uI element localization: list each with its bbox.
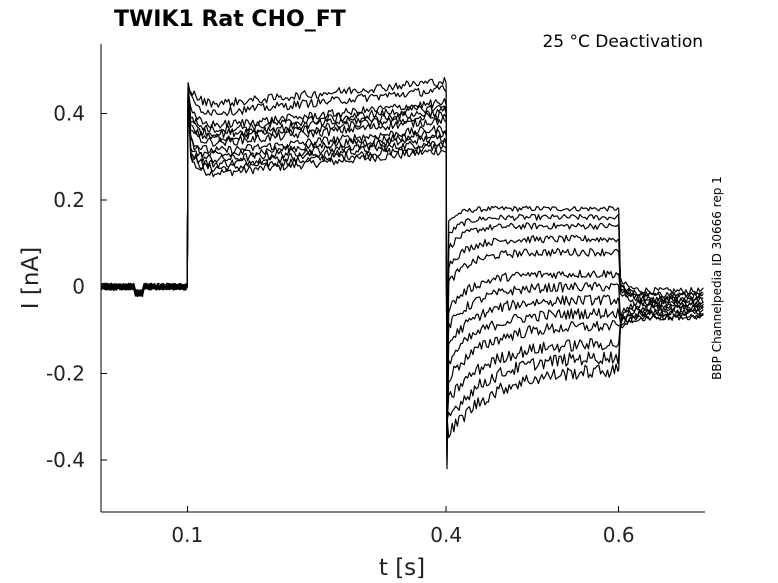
current-trace	[100, 82, 704, 448]
current-trace	[100, 76, 704, 439]
current-trace	[100, 82, 704, 439]
x-tick-group: 0.1 0.4 0.6	[171, 506, 635, 547]
x-axis-label: t [s]	[379, 555, 425, 581]
y-tick-label: -0.2	[46, 361, 85, 385]
current-trace	[100, 91, 704, 444]
y-tick-label: -0.4	[46, 448, 85, 472]
y-axis-label: I [nA]	[18, 247, 44, 309]
y-tick-label: 0.4	[53, 101, 85, 125]
current-trace	[100, 82, 704, 457]
x-tick-label: 0.1	[171, 523, 203, 547]
y-tick-label: 0.2	[53, 188, 85, 212]
trace-group	[100, 76, 704, 470]
current-trace	[100, 82, 704, 422]
condition-annotation: 25 °C Deactivation	[542, 32, 703, 52]
chart-title: TWIK1 Rat CHO_FT	[114, 7, 346, 32]
current-trace	[100, 91, 704, 461]
x-tick-label: 0.4	[430, 523, 462, 547]
x-tick-label: 0.6	[603, 523, 635, 547]
current-trace	[100, 82, 704, 431]
current-trace	[100, 91, 704, 435]
y-tick-label: 0	[72, 275, 85, 299]
source-id-label: BBP Channelpedia ID 30666 rep 1	[710, 176, 724, 380]
current-trace	[101, 82, 704, 465]
y-tick-group: 0.4 0.2 0 -0.2 -0.4	[46, 101, 107, 472]
current-trace	[101, 91, 704, 426]
